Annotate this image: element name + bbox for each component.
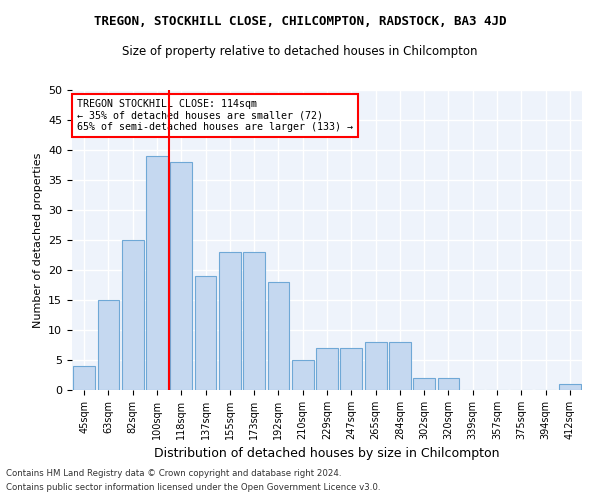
- Bar: [243, 252, 265, 390]
- Text: Contains public sector information licensed under the Open Government Licence v3: Contains public sector information licen…: [6, 484, 380, 492]
- Bar: [292, 360, 314, 390]
- Text: Contains HM Land Registry data © Crown copyright and database right 2024.: Contains HM Land Registry data © Crown c…: [6, 468, 341, 477]
- Bar: [413, 378, 435, 390]
- Bar: [97, 300, 119, 390]
- Bar: [170, 162, 192, 390]
- Bar: [268, 282, 289, 390]
- Bar: [146, 156, 168, 390]
- Bar: [73, 366, 95, 390]
- Bar: [389, 342, 411, 390]
- Bar: [340, 348, 362, 390]
- Bar: [437, 378, 460, 390]
- Bar: [365, 342, 386, 390]
- Text: TREGON STOCKHILL CLOSE: 114sqm
← 35% of detached houses are smaller (72)
65% of : TREGON STOCKHILL CLOSE: 114sqm ← 35% of …: [77, 99, 353, 132]
- Bar: [194, 276, 217, 390]
- Y-axis label: Number of detached properties: Number of detached properties: [32, 152, 43, 328]
- Bar: [316, 348, 338, 390]
- Bar: [122, 240, 143, 390]
- Bar: [219, 252, 241, 390]
- Text: Size of property relative to detached houses in Chilcompton: Size of property relative to detached ho…: [122, 45, 478, 58]
- Text: TREGON, STOCKHILL CLOSE, CHILCOMPTON, RADSTOCK, BA3 4JD: TREGON, STOCKHILL CLOSE, CHILCOMPTON, RA…: [94, 15, 506, 28]
- X-axis label: Distribution of detached houses by size in Chilcompton: Distribution of detached houses by size …: [154, 448, 500, 460]
- Bar: [559, 384, 581, 390]
